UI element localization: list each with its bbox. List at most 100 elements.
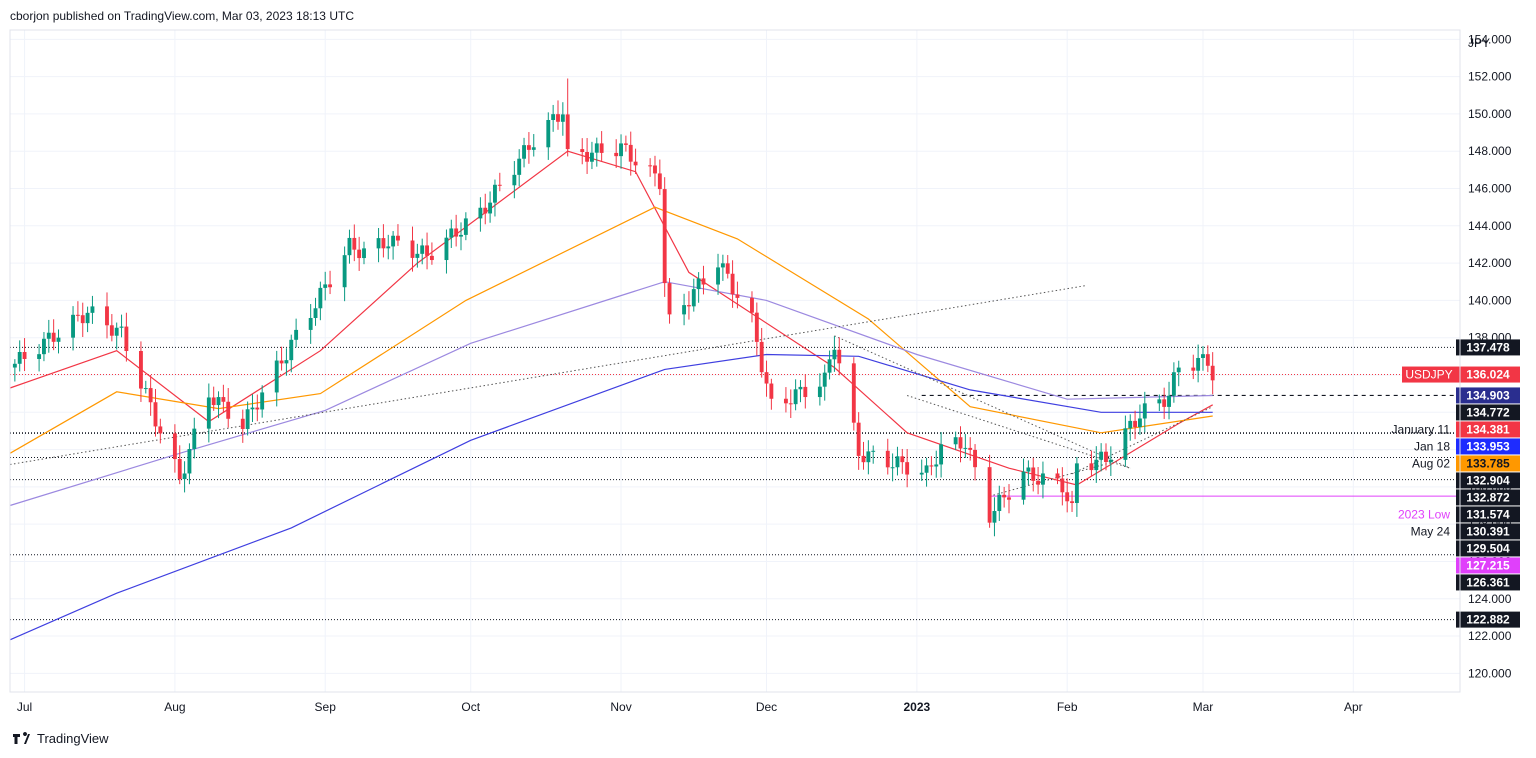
candle-body <box>667 283 672 315</box>
candle-body <box>696 278 701 290</box>
candle-body <box>347 237 352 256</box>
price-label: 130.391 <box>1466 524 1510 538</box>
candle-body <box>1104 451 1108 463</box>
ema-red-line <box>9 150 1213 486</box>
candle-body <box>177 459 182 480</box>
candle-body <box>114 327 119 336</box>
candle-body <box>182 473 187 480</box>
candle-body <box>633 161 638 166</box>
candle-body <box>454 228 459 237</box>
candle-body <box>585 152 590 162</box>
candle-body <box>37 354 42 359</box>
candle-body <box>905 462 910 475</box>
candle-body <box>323 284 328 288</box>
price-label: 137.478 <box>1466 340 1510 354</box>
time-axis[interactable]: Jul Aug Sep Oct Nov Dec 2023 Feb Mar Apr <box>17 700 1363 714</box>
candle-body <box>289 339 294 361</box>
candle-body <box>245 409 250 429</box>
price-label: 127.215 <box>1466 558 1510 572</box>
candle-body <box>725 263 730 274</box>
candle-body <box>730 273 735 295</box>
y-tick-label: 146.000 <box>1468 182 1512 196</box>
y-tick-label: 124.000 <box>1468 592 1512 606</box>
candle-body <box>628 144 633 162</box>
x-tick-label: Feb <box>1057 700 1078 714</box>
candle-body <box>958 437 963 449</box>
sma-blue-line <box>9 353 1213 641</box>
candle-body <box>861 455 866 463</box>
candle-body <box>357 249 362 259</box>
price-label-box <box>1456 339 1520 356</box>
price-label: 122.882 <box>1466 613 1510 627</box>
candle-body <box>1137 418 1142 428</box>
ema-orange-line <box>9 206 1213 454</box>
candle-body <box>1099 451 1104 460</box>
candle-body <box>1094 459 1099 471</box>
candle-body <box>1055 473 1060 479</box>
candle-body <box>691 289 696 307</box>
candle-body <box>720 263 725 268</box>
x-tick-label: Nov <box>610 700 631 714</box>
candle-body <box>1108 459 1113 463</box>
y-tick-label: 154.000 <box>1468 32 1512 46</box>
candle-body <box>1128 420 1133 429</box>
candle-body <box>148 388 153 403</box>
price-label: 134.772 <box>1466 405 1510 419</box>
candle-body <box>997 494 1002 512</box>
candle-body <box>42 338 46 355</box>
candle-body <box>919 472 924 475</box>
level-name-label: January 11 <box>1392 422 1451 436</box>
candle-body <box>546 120 551 148</box>
candle-body <box>735 294 740 298</box>
candle-body <box>953 437 958 445</box>
candle-body <box>308 317 313 330</box>
candle-body <box>832 349 837 360</box>
price-label-box <box>1456 506 1520 523</box>
candle-body <box>410 240 415 258</box>
candle-body <box>783 398 788 404</box>
x-tick-label: Sep <box>315 700 337 714</box>
price-label-box <box>1456 540 1520 557</box>
x-tick-label: Oct <box>461 700 480 714</box>
level-name-label: May 24 <box>1411 524 1451 538</box>
tradingview-branding[interactable]: TradingView <box>10 731 109 746</box>
candle-body <box>517 158 522 175</box>
candle-body <box>856 422 861 456</box>
candle-body <box>1167 395 1171 407</box>
candle-body <box>531 147 536 150</box>
candle-body <box>260 392 265 410</box>
candle-body <box>939 444 944 465</box>
candle-body <box>716 267 720 285</box>
candle-body <box>614 152 619 157</box>
candle-body <box>580 149 585 153</box>
candle-body <box>192 428 197 450</box>
level-name-label: Jan 18 <box>1414 439 1450 453</box>
candle-body <box>1191 367 1196 371</box>
candle-body <box>1210 365 1215 381</box>
price-label-box <box>1456 404 1520 421</box>
candle-body <box>963 447 968 449</box>
candle-body <box>1176 367 1181 373</box>
candle-body <box>488 202 493 214</box>
candle-body <box>255 407 260 410</box>
candle-body <box>1162 399 1167 407</box>
candle-body <box>22 351 27 359</box>
level-name-label: 2023 Low <box>1398 507 1450 521</box>
candle-body <box>90 306 95 313</box>
candle-body <box>526 145 531 150</box>
candle-body <box>1031 467 1036 481</box>
candle-body <box>221 397 226 402</box>
price-label: 133.953 <box>1466 439 1510 453</box>
price-label: 133.785 <box>1466 456 1510 470</box>
candle-body <box>318 287 323 309</box>
candle-body <box>51 332 56 342</box>
candle-body <box>274 360 279 393</box>
candle-body <box>216 397 221 406</box>
candle-body <box>294 329 299 340</box>
candle-body <box>522 145 526 159</box>
moving-averages <box>9 150 1213 641</box>
candle-body <box>80 315 85 324</box>
candle-body <box>211 397 216 406</box>
candle-body <box>1123 428 1128 460</box>
